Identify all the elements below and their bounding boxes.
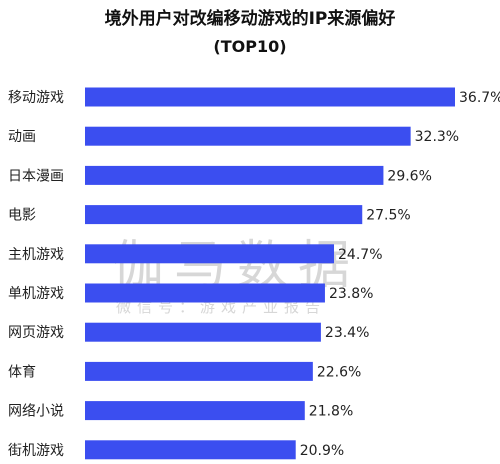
chart-title: 境外用户对改编移动游戏的IP来源偏好 (TOP10): [0, 6, 500, 60]
data-label: 27.5%: [366, 208, 410, 224]
data-label: 24.7%: [338, 247, 382, 263]
bar: [85, 244, 335, 264]
category-label: 主机游戏: [8, 247, 64, 263]
category-label: 电影: [8, 208, 36, 224]
bar: [85, 87, 455, 107]
category-label: 网络小说: [8, 404, 64, 420]
data-label: 20.9%: [300, 443, 344, 459]
data-label: 29.6%: [387, 168, 431, 184]
category-label: 体育: [8, 364, 36, 380]
category-label: 单机游戏: [8, 286, 64, 302]
category-label: 移动游戏: [8, 90, 64, 106]
category-label: 街机游戏: [8, 443, 64, 459]
bar: [85, 401, 305, 421]
category-label: 动画: [8, 129, 36, 145]
data-label: 21.8%: [309, 404, 353, 420]
bar: [85, 126, 411, 146]
bars-group: 移动游戏 36.7% 动画 32.3% 日本漫画 29.6% 电影 27.5% 主机游戏 24.7…: [8, 87, 500, 460]
data-label: 36.7%: [459, 90, 500, 106]
bar: [85, 361, 313, 381]
data-label: 23.8%: [329, 286, 373, 302]
bar: [85, 283, 325, 303]
data-label: 32.3%: [415, 129, 459, 145]
bar: [85, 322, 321, 342]
data-label: 22.6%: [317, 364, 361, 380]
bar: [85, 205, 363, 225]
chart-subtitle: (TOP10): [213, 37, 287, 56]
category-label: 网页游戏: [8, 325, 64, 341]
bar: [85, 440, 296, 460]
data-label: 23.4%: [325, 325, 369, 341]
chart-title-main: 境外用户对改编移动游戏的IP来源偏好: [104, 9, 396, 29]
bar: [85, 165, 384, 185]
category-label: 日本漫画: [8, 168, 64, 184]
